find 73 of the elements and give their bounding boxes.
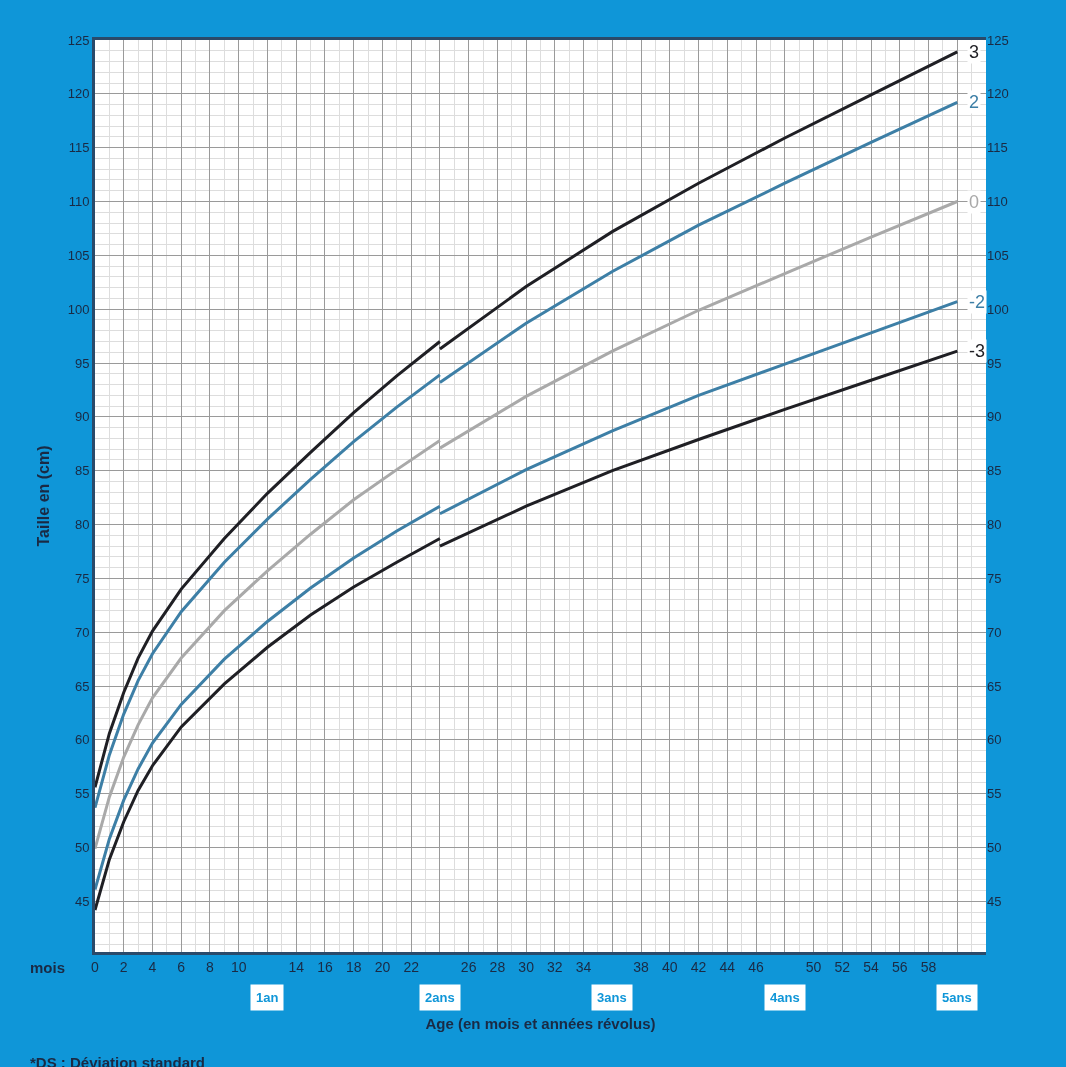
text: 4ans [770, 990, 800, 1005]
x-tick-label: 34 [575, 958, 592, 975]
y-tick-label: 55 [74, 786, 90, 802]
y2-tick-label: 80 [987, 517, 1002, 533]
x-tick-label: 4 [148, 958, 157, 975]
x-tick-label: 40 [662, 958, 678, 975]
x-tick-label: 8 [206, 958, 215, 975]
y-tick-label: 105 [67, 247, 90, 263]
y2-tick-label: 90 [987, 409, 1002, 425]
x-tick-label: 54 [863, 958, 880, 975]
series-label: -2 [969, 292, 986, 312]
y2-tick-label: 55 [987, 786, 1002, 802]
series-label: 0 [969, 192, 980, 212]
y-tick-label: 80 [74, 517, 90, 533]
series-label: 3 [969, 42, 980, 62]
y2-tick-label: 50 [987, 840, 1002, 856]
y-tick-label: 120 [67, 86, 90, 102]
text: 5ans [942, 990, 972, 1005]
x-tick-label: 50 [805, 958, 822, 975]
y2-tick-label: 115 [987, 140, 1008, 156]
x-tick-label: 10 [230, 958, 247, 975]
y2-tick-label: 45 [987, 893, 1002, 909]
y-tick-label: 45 [74, 893, 90, 909]
y2-tick-label: 125 [987, 32, 1009, 48]
y-tick-label: 70 [74, 624, 90, 640]
x-tick-label: 44 [719, 958, 736, 975]
x-tick-label: 22 [403, 958, 420, 975]
x-tick-label: 14 [288, 958, 305, 975]
text: 1an [256, 990, 279, 1005]
x-tick-label: 0 [91, 958, 100, 975]
y2-tick-label: 60 [987, 732, 1002, 748]
text: 2ans [425, 990, 455, 1005]
y2-tick-label: 105 [987, 247, 1009, 263]
y2-tick-label: 95 [987, 355, 1002, 371]
x-tick-label: 32 [547, 958, 563, 975]
y-tick-label: 125 [67, 32, 90, 48]
x-tick-label: 6 [177, 958, 186, 975]
series-label: 2 [969, 92, 980, 112]
y2-tick-label: 65 [987, 678, 1002, 694]
x-tick-label: 26 [460, 958, 477, 975]
y2-tick-label: 85 [987, 463, 1002, 479]
y-axis-title: Taille en (cm) [34, 445, 52, 547]
y-tick-label: 115 [68, 140, 90, 156]
y-tick-label: 85 [74, 463, 90, 479]
x-tick-label: 18 [345, 958, 362, 975]
x-tick-label: 30 [518, 958, 535, 975]
y2-tick-label: 120 [987, 86, 1009, 102]
x-tick-label: 38 [633, 958, 650, 975]
series-label: -3 [969, 341, 986, 361]
x-tick-label: 16 [317, 958, 333, 975]
y-tick-label: 110 [68, 194, 90, 210]
y-tick-label: 60 [74, 732, 90, 748]
y-tick-label: 75 [74, 570, 90, 586]
y2-tick-label: 75 [987, 570, 1002, 586]
x-tick-label: 52 [834, 958, 851, 975]
x-tick-label: 56 [891, 958, 908, 975]
y-tick-label: 65 [74, 678, 90, 694]
x-tick-label: 58 [920, 958, 937, 975]
y-tick-label: 50 [74, 840, 90, 856]
text: mois [30, 959, 66, 976]
y2-tick-label: 100 [987, 301, 1009, 317]
y-tick-label: 95 [74, 355, 90, 371]
text: 3ans [597, 990, 627, 1005]
y-tick-label: 90 [74, 409, 90, 425]
x-tick-label: 20 [374, 958, 391, 975]
y2-tick-label: 110 [987, 194, 1008, 210]
x-tick-label: 2 [119, 958, 128, 975]
x-axis-title: Age (en mois et années révolus) [425, 1014, 656, 1032]
x-tick-label: 46 [748, 958, 765, 975]
x-tick-label: 42 [690, 958, 707, 975]
x-tick-label: 28 [489, 958, 506, 975]
y2-tick-label: 70 [987, 624, 1002, 640]
y-tick-label: 100 [67, 301, 90, 317]
